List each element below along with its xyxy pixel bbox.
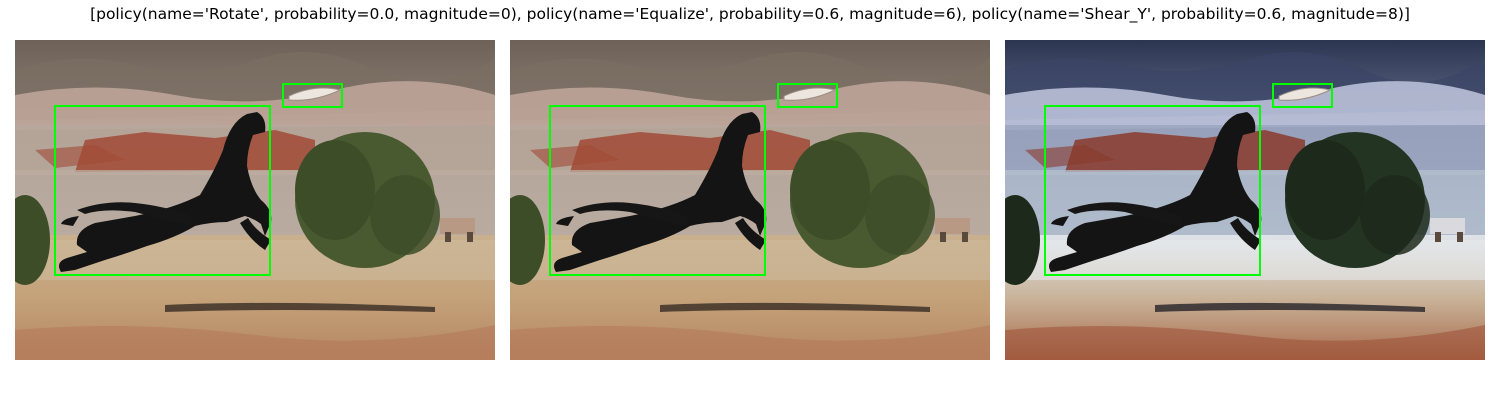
image-panel-original: [15, 40, 495, 360]
dog-bounding-box: [54, 105, 271, 276]
photo-original: [15, 40, 495, 360]
frisbee-bounding-box: [777, 83, 838, 108]
dog-bounding-box: [1044, 105, 1261, 276]
figure-title: [policy(name='Rotate', probability=0.0, …: [90, 5, 1410, 23]
photo-equalize: [510, 40, 990, 360]
image-panel-equalize: [510, 40, 990, 360]
dog-bounding-box: [549, 105, 766, 276]
frisbee-bounding-box: [1272, 83, 1333, 108]
frisbee-bounding-box: [282, 83, 343, 108]
photo-shear_y-high-contrast: [1005, 40, 1485, 360]
image-panel-shear-y: [1005, 40, 1485, 360]
